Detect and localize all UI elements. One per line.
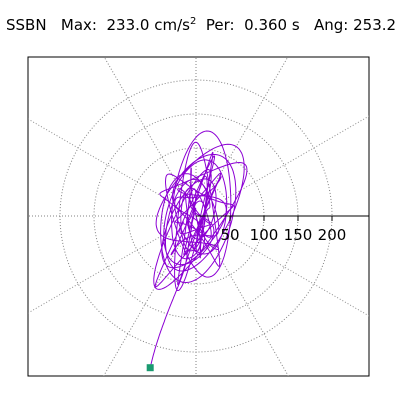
grid-spoke-240 bbox=[103, 245, 180, 376]
radial-tick-label-200: 200 bbox=[318, 226, 347, 244]
title-max-unit: cm/s bbox=[154, 16, 190, 34]
grid-spoke-210 bbox=[28, 232, 167, 314]
grid-spoke-150 bbox=[28, 118, 167, 200]
peak-marker bbox=[146, 364, 154, 372]
title-max-label: Max: bbox=[60, 16, 97, 34]
title-angle-label: Ang: bbox=[313, 16, 349, 34]
chart-title: SSBN Max: 233.0 cm/s2 Per: 0.360 s Ang: … bbox=[6, 16, 396, 37]
polar-grid bbox=[28, 57, 369, 376]
grid-spoke-60 bbox=[212, 57, 289, 187]
title-max-value: 233.0 bbox=[106, 16, 150, 34]
radial-tick-label-150: 150 bbox=[284, 226, 313, 244]
title-angle-value: 253.2 bbox=[353, 16, 397, 34]
title-max-unit-exponent: 2 bbox=[189, 16, 197, 27]
radial-tick-label-100: 100 bbox=[250, 226, 279, 244]
title-period-label: Per: bbox=[205, 16, 235, 34]
peak-marker-layer bbox=[146, 364, 154, 372]
radial-axis bbox=[196, 215, 369, 221]
grid-spoke-330 bbox=[225, 232, 369, 317]
radial-tick-labels: 50 100 150 200 bbox=[220, 226, 346, 244]
grid-spoke-300 bbox=[212, 245, 289, 376]
grid-spoke-30 bbox=[225, 115, 369, 200]
title-station: SSBN bbox=[6, 16, 47, 34]
orbit-path bbox=[149, 130, 248, 368]
orbit-trace bbox=[149, 130, 248, 368]
title-period-value: 0.360 s bbox=[244, 16, 300, 34]
radial-tick-label-50: 50 bbox=[220, 226, 239, 244]
grid-spoke-120 bbox=[103, 57, 180, 187]
